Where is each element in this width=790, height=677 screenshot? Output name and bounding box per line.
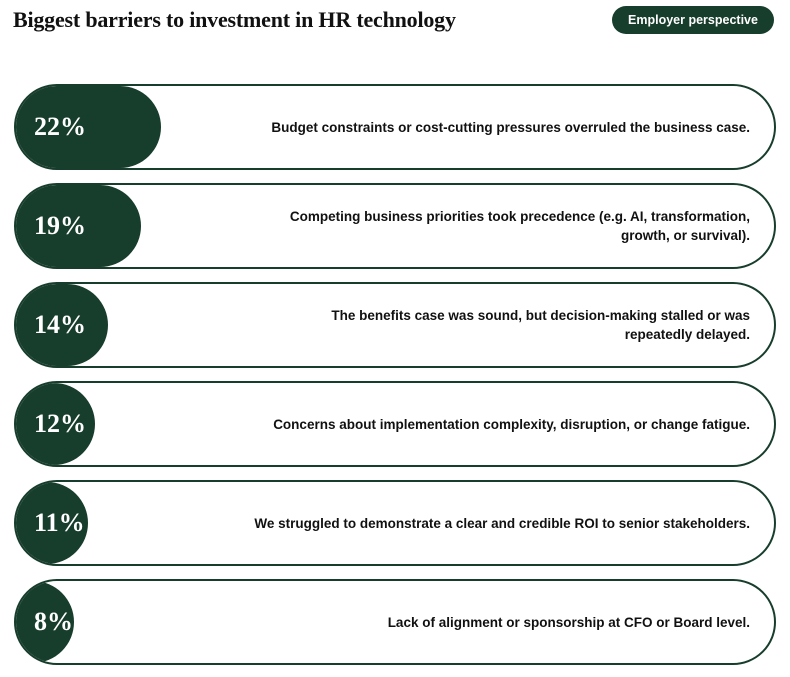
barrier-percentage: 19% xyxy=(34,211,86,240)
barrier-bar-list: 22% Budget constraints or cost-cutting pr… xyxy=(14,84,776,677)
barrier-bar xyxy=(16,383,95,465)
barrier-row: 19% Competing business priorities took pr… xyxy=(14,183,776,269)
barrier-label: Lack of alignment or sponsorship at CFO … xyxy=(387,614,750,630)
barrier-label: The benefits case was sound, but decisio… xyxy=(331,308,750,342)
barrier-bar xyxy=(16,284,109,366)
barrier-percentage: 22% xyxy=(34,112,86,141)
barrier-row: 14% The benefits case was sound, but deci… xyxy=(14,282,776,368)
barrier-bar xyxy=(16,482,89,564)
barrier-row: 8% Lack of alignment or sponsorship at CF… xyxy=(14,579,776,665)
barrier-row: 22% Budget constraints or cost-cutting pr… xyxy=(14,84,776,170)
perspective-badge: Employer perspective xyxy=(612,6,774,34)
barrier-bar xyxy=(16,86,161,168)
barrier-row: 11% We struggled to demonstrate a clear a… xyxy=(14,480,776,566)
barrier-percentage: 12% xyxy=(34,409,86,438)
barrier-percentage: 8% xyxy=(34,607,73,636)
barrier-label: We struggled to demonstrate a clear and … xyxy=(254,515,750,531)
barrier-label: Competing business priorities took prece… xyxy=(289,209,750,243)
barrier-percentage: 11% xyxy=(34,508,85,537)
barrier-label: Budget constraints or cost-cutting press… xyxy=(271,119,750,135)
barrier-percentage: 14% xyxy=(34,310,86,339)
barrier-row: 12% Concerns about implementation complex… xyxy=(14,381,776,467)
barrier-label: Concerns about implementation complexity… xyxy=(273,416,750,432)
barrier-bar xyxy=(16,185,142,267)
page-title: Biggest barriers to investment in HR tec… xyxy=(13,7,456,32)
